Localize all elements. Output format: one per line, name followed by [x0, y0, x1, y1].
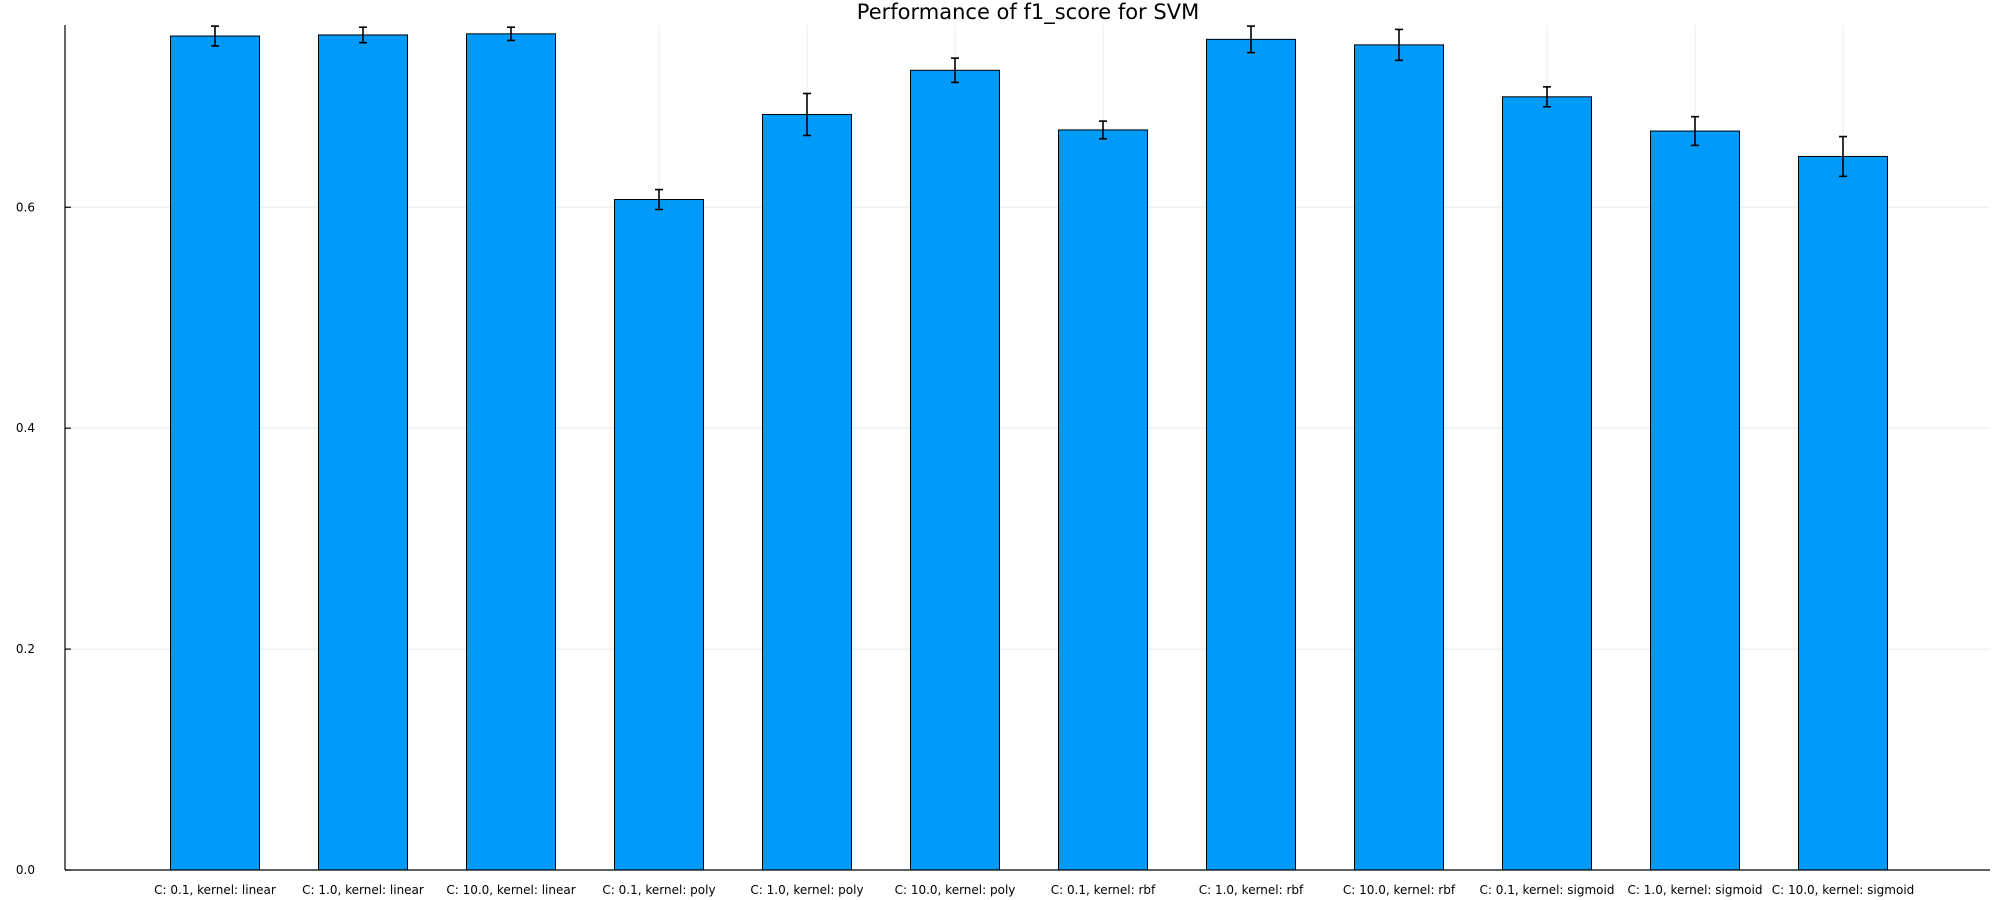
- error-bar: [1543, 86, 1551, 108]
- x-tick-label: C: 10.0, kernel: sigmoid: [1772, 883, 1915, 897]
- bar: [1798, 155, 1888, 871]
- bar: [318, 34, 408, 871]
- bar: [1650, 130, 1740, 871]
- y-tick-label: 0.4: [16, 421, 35, 435]
- y-tick-label: 0.2: [16, 642, 35, 656]
- x-tick-label: C: 0.1, kernel: poly: [602, 883, 715, 897]
- x-tick-labels: C: 0.1, kernel: linear C: 1.0, kernel: li…: [154, 883, 1914, 897]
- bars: [170, 33, 1888, 871]
- error-bar: [359, 26, 367, 44]
- y-tick-label: 0.6: [16, 200, 35, 214]
- y-tick-labels: 0.0 0.2 0.4 0.6: [16, 200, 35, 877]
- bar: [1058, 129, 1148, 871]
- error-bar: [1691, 115, 1699, 147]
- error-bar: [1395, 28, 1403, 62]
- chart-title: Performance of f1_score for SVM: [857, 0, 1199, 25]
- bar: [1502, 96, 1592, 871]
- x-tick-label: C: 1.0, kernel: rbf: [1199, 883, 1304, 897]
- error-bar: [803, 92, 811, 137]
- x-tick-label: C: 0.1, kernel: sigmoid: [1480, 883, 1615, 897]
- bar: [1354, 44, 1444, 871]
- bar: [1206, 38, 1296, 871]
- error-bar: [211, 25, 219, 47]
- y-tick-label: 0.0: [16, 863, 35, 877]
- error-bar: [1839, 135, 1847, 178]
- x-tick-label: C: 1.0, kernel: poly: [750, 883, 863, 897]
- error-bars: [211, 25, 1847, 211]
- x-tick-label: C: 10.0, kernel: linear: [446, 883, 575, 897]
- x-tick-label: C: 10.0, kernel: poly: [895, 883, 1016, 897]
- x-tick-label: C: 0.1, kernel: linear: [154, 883, 276, 897]
- error-bar: [1247, 25, 1255, 54]
- axes: [64, 25, 1990, 871]
- x-tick-label: C: 0.1, kernel: rbf: [1051, 883, 1156, 897]
- error-bar: [655, 188, 663, 211]
- bar: [614, 199, 704, 871]
- bar: [762, 113, 852, 871]
- x-tick-label: C: 1.0, kernel: sigmoid: [1628, 883, 1763, 897]
- error-bar: [507, 26, 515, 42]
- bar: [910, 69, 1000, 871]
- x-tick-label: C: 10.0, kernel: rbf: [1343, 883, 1456, 897]
- error-bar: [1099, 120, 1107, 140]
- bar: [170, 35, 260, 871]
- error-bar: [951, 57, 959, 84]
- x-tick-label: C: 1.0, kernel: linear: [302, 883, 424, 897]
- bar: [466, 33, 556, 871]
